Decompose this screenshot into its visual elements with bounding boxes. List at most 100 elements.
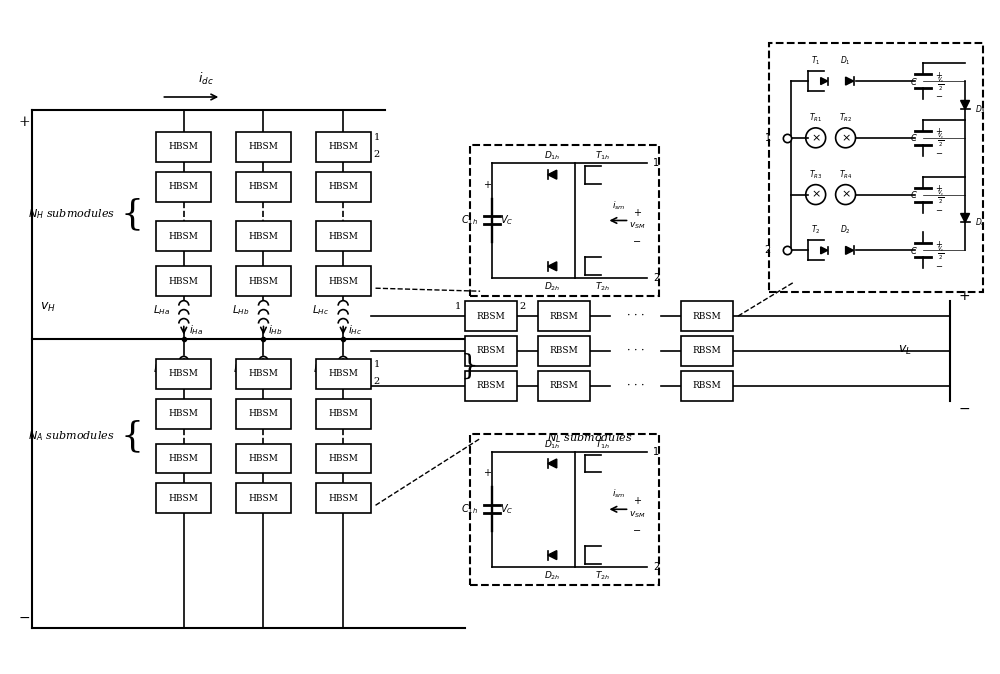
Text: $\times$: $\times$ <box>841 189 850 200</box>
FancyBboxPatch shape <box>465 301 517 331</box>
Text: +: + <box>633 208 641 218</box>
FancyBboxPatch shape <box>156 222 211 251</box>
Text: HBSM: HBSM <box>169 494 199 503</box>
Text: $\times$: $\times$ <box>841 133 850 143</box>
FancyBboxPatch shape <box>316 132 371 162</box>
Text: HBSM: HBSM <box>249 142 278 151</box>
Polygon shape <box>961 100 970 109</box>
FancyBboxPatch shape <box>316 443 371 473</box>
Text: $v_L$: $v_L$ <box>898 344 912 357</box>
Text: HBSM: HBSM <box>169 142 199 151</box>
Text: $D_3$: $D_3$ <box>975 103 986 116</box>
Text: $C_{1h}$: $C_{1h}$ <box>461 502 478 516</box>
FancyBboxPatch shape <box>538 371 590 401</box>
FancyBboxPatch shape <box>236 172 291 202</box>
FancyBboxPatch shape <box>156 483 211 514</box>
Text: $L_{Ha}$: $L_{Ha}$ <box>153 303 170 317</box>
Text: RBSM: RBSM <box>549 381 578 390</box>
Text: {: { <box>120 197 143 231</box>
FancyBboxPatch shape <box>465 336 517 366</box>
Text: $T_{R1}$: $T_{R1}$ <box>809 111 822 124</box>
Text: $D_{2h}$: $D_{2h}$ <box>544 569 560 582</box>
Text: HBSM: HBSM <box>328 409 358 418</box>
Text: $v_{SM}$: $v_{SM}$ <box>629 220 646 231</box>
Text: $C_{1h}$: $C_{1h}$ <box>461 214 478 227</box>
Text: · · ·: · · · <box>627 381 644 391</box>
FancyBboxPatch shape <box>538 336 590 366</box>
Text: $i_{Aa}$: $i_{Aa}$ <box>189 373 203 387</box>
Text: RBSM: RBSM <box>549 311 578 321</box>
FancyBboxPatch shape <box>156 359 211 389</box>
Text: HBSM: HBSM <box>328 142 358 151</box>
Text: HBSM: HBSM <box>249 494 278 503</box>
Text: $C$: $C$ <box>910 189 918 200</box>
FancyBboxPatch shape <box>156 172 211 202</box>
Text: HBSM: HBSM <box>169 277 199 286</box>
Text: HBSM: HBSM <box>328 454 358 463</box>
Text: $v_H$: $v_H$ <box>40 301 56 313</box>
Text: $T_2$: $T_2$ <box>811 224 820 237</box>
Text: HBSM: HBSM <box>169 454 199 463</box>
Text: +: + <box>18 115 30 129</box>
Text: 2: 2 <box>519 302 525 311</box>
Text: 2: 2 <box>765 245 771 255</box>
Text: $\times$: $\times$ <box>811 133 821 143</box>
Text: $i_{Hb}$: $i_{Hb}$ <box>268 324 283 338</box>
FancyBboxPatch shape <box>681 371 733 401</box>
Text: +: + <box>958 289 970 303</box>
FancyBboxPatch shape <box>236 132 291 162</box>
Text: 1: 1 <box>374 133 380 142</box>
FancyBboxPatch shape <box>316 266 371 296</box>
Text: $D_1$: $D_1$ <box>840 55 851 67</box>
Text: +: + <box>935 184 942 193</box>
Text: $L_{Aa}$: $L_{Aa}$ <box>153 362 170 376</box>
Text: HBSM: HBSM <box>249 409 278 418</box>
Text: +: + <box>483 468 491 479</box>
Text: −: − <box>935 149 942 158</box>
Text: $T_{1h}$: $T_{1h}$ <box>595 438 610 450</box>
Text: $i_{sm}$: $i_{sm}$ <box>612 488 625 500</box>
Text: $D_2$: $D_2$ <box>840 224 851 237</box>
Text: $T_{1h}$: $T_{1h}$ <box>595 149 610 162</box>
Text: −: − <box>18 611 30 625</box>
Text: $i_{Hc}$: $i_{Hc}$ <box>348 324 362 338</box>
Polygon shape <box>961 214 970 222</box>
Text: $D_{1h}$: $D_{1h}$ <box>544 149 560 162</box>
FancyBboxPatch shape <box>236 222 291 251</box>
Polygon shape <box>548 262 557 271</box>
Text: $i_{Ab}$: $i_{Ab}$ <box>268 373 283 387</box>
Text: −: − <box>958 402 970 416</box>
FancyBboxPatch shape <box>156 132 211 162</box>
FancyBboxPatch shape <box>236 399 291 429</box>
Text: RBSM: RBSM <box>477 311 505 321</box>
Text: −: − <box>633 526 641 537</box>
FancyBboxPatch shape <box>156 266 211 296</box>
Text: 2: 2 <box>374 377 380 386</box>
Text: $\frac{V_c}{2}$: $\frac{V_c}{2}$ <box>937 189 945 206</box>
Text: $i_{dc}$: $i_{dc}$ <box>198 71 214 87</box>
Text: HBSM: HBSM <box>169 182 199 191</box>
Text: $T_{R3}$: $T_{R3}$ <box>809 168 822 181</box>
Text: }: } <box>460 353 478 379</box>
FancyBboxPatch shape <box>538 301 590 331</box>
Text: HBSM: HBSM <box>328 277 358 286</box>
Text: $\frac{V_c}{2}$: $\frac{V_c}{2}$ <box>937 132 945 150</box>
FancyBboxPatch shape <box>156 443 211 473</box>
Text: +: + <box>935 127 942 136</box>
Text: $C$: $C$ <box>910 132 918 144</box>
FancyBboxPatch shape <box>156 399 211 429</box>
Text: $T_{R4}$: $T_{R4}$ <box>839 168 852 181</box>
Text: RBSM: RBSM <box>693 381 722 390</box>
Text: −: − <box>935 206 942 215</box>
Text: $D_{2h}$: $D_{2h}$ <box>544 280 560 293</box>
Text: HBSM: HBSM <box>328 182 358 191</box>
FancyBboxPatch shape <box>316 483 371 514</box>
Text: +: + <box>483 180 491 189</box>
Polygon shape <box>548 551 557 559</box>
FancyBboxPatch shape <box>316 172 371 202</box>
Text: HBSM: HBSM <box>249 369 278 378</box>
Text: $v_{SM}$: $v_{SM}$ <box>629 509 646 520</box>
Text: HBSM: HBSM <box>249 454 278 463</box>
FancyBboxPatch shape <box>316 399 371 429</box>
Text: 2: 2 <box>374 150 380 159</box>
